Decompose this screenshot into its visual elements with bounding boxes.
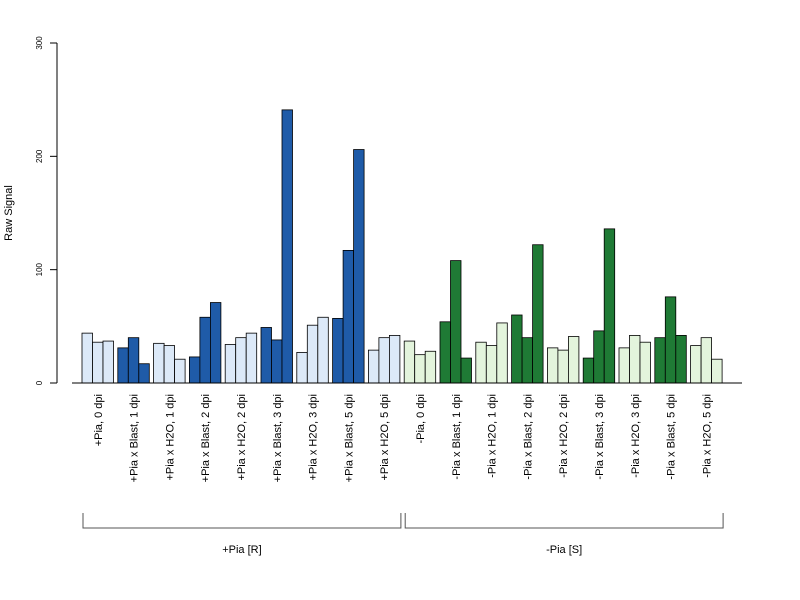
- bar: [547, 347, 559, 384]
- bars-layer: [81, 109, 723, 384]
- category-label: +Pia x Blast, 3 dpi: [272, 394, 284, 482]
- bar: [450, 260, 462, 384]
- bar: [245, 332, 258, 384]
- group-label: +Pia [R]: [222, 544, 261, 556]
- y-axis: 0 100 200 300: [35, 36, 58, 385]
- bar: [521, 337, 533, 384]
- category-label: +Pia, 0 dpi: [93, 394, 105, 446]
- bar: [582, 357, 595, 384]
- bar: [224, 344, 237, 384]
- category-label: -Pia x Blast, 1 dpi: [451, 394, 463, 480]
- category-label: -Pia x H2O, 5 dpi: [701, 394, 713, 478]
- y-tick-label: 100: [35, 262, 44, 276]
- category-label: -Pia x Blast, 3 dpi: [594, 394, 606, 480]
- bar: [317, 316, 329, 384]
- bar: [138, 363, 150, 384]
- category-label: -Pia x H2O, 2 dpi: [558, 394, 570, 478]
- category-label: +Pia x Blast, 2 dpi: [200, 394, 212, 482]
- bar: [296, 351, 308, 384]
- bar: [127, 337, 140, 384]
- category-label: -Pia x Blast, 5 dpi: [666, 394, 678, 480]
- bar: [496, 322, 508, 384]
- group-bracket: [82, 513, 402, 529]
- bar: [603, 228, 616, 384]
- category-label: -Pia x H2O, 1 dpi: [487, 394, 499, 478]
- bar: [367, 349, 380, 384]
- bar: [485, 345, 498, 384]
- bar: [475, 341, 487, 384]
- bar: [174, 358, 186, 384]
- y-axis-title: Raw Signal: [3, 185, 15, 241]
- bar: [281, 109, 293, 384]
- bar: [403, 340, 416, 384]
- bar: [414, 354, 426, 384]
- bar: [690, 345, 702, 384]
- bar: [439, 321, 451, 384]
- category-label: +Pia x Blast, 5 dpi: [343, 394, 355, 482]
- y-tick-label: 0: [35, 380, 44, 385]
- bar: [424, 350, 437, 384]
- bar: [711, 358, 723, 384]
- bar: [654, 337, 666, 384]
- bar: [568, 336, 580, 384]
- bar: [388, 334, 401, 384]
- category-label: -Pia x H2O, 3 dpi: [630, 394, 642, 478]
- y-tick-label: 300: [35, 36, 44, 50]
- bar: [332, 317, 344, 384]
- bar: [460, 357, 472, 384]
- bar: [81, 332, 93, 384]
- bar: [532, 244, 544, 384]
- bar: [639, 341, 651, 384]
- category-label: +Pia x Blast, 1 dpi: [129, 394, 141, 482]
- bar: [511, 314, 523, 384]
- category-label: +Pia x H2O, 5 dpi: [379, 394, 391, 481]
- bar: [306, 324, 319, 384]
- bar: [557, 349, 569, 384]
- bar: [342, 249, 355, 384]
- category-label: +Pia x H2O, 1 dpi: [164, 394, 176, 481]
- category-label: +Pia x H2O, 3 dpi: [308, 394, 320, 481]
- bar: [378, 337, 390, 384]
- bar: [700, 337, 712, 384]
- bar: [618, 347, 630, 384]
- bar: [235, 337, 247, 384]
- bar: [92, 341, 104, 384]
- bar: [675, 334, 687, 384]
- bar: [102, 340, 114, 384]
- bar: [117, 347, 129, 384]
- group-bracket: [404, 513, 724, 529]
- bar: [188, 356, 201, 384]
- bar: [629, 334, 641, 384]
- category-label: -Pia, 0 dpi: [415, 394, 427, 444]
- bar: [664, 296, 677, 384]
- bar: [209, 302, 222, 384]
- category-label: +Pia x H2O, 2 dpi: [236, 394, 248, 481]
- bar: [163, 345, 176, 384]
- bar: [153, 342, 165, 384]
- y-tick-label: 200: [35, 149, 44, 163]
- group-label: -Pia [S]: [546, 544, 582, 556]
- category-labels: +Pia, 0 dpi +Pia x Blast, 1 dpi +Pia x H2O…: [93, 394, 714, 482]
- category-label: -Pia x Blast, 2 dpi: [522, 394, 534, 480]
- bar: [199, 316, 211, 384]
- bar: [271, 339, 283, 384]
- bar: [260, 327, 272, 384]
- bar: [353, 149, 365, 384]
- group-brackets: +Pia [R] -Pia [S]: [82, 513, 724, 556]
- bar: [593, 330, 605, 384]
